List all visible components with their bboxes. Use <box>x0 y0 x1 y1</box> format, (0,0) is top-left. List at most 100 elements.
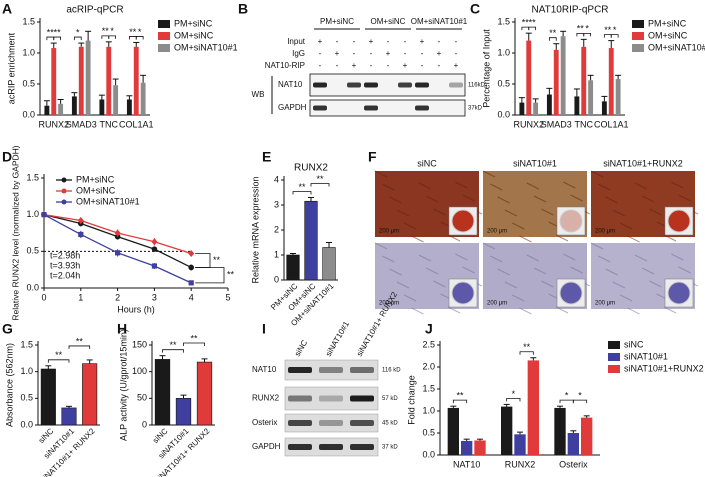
sig-label: ** <box>169 340 177 350</box>
y-tick-label: 0.5 <box>26 246 39 256</box>
x-tick-label: SMAD3 <box>66 119 97 129</box>
texture <box>403 294 417 302</box>
texture <box>511 294 525 302</box>
texture <box>447 234 461 242</box>
blot-frame <box>309 73 466 97</box>
marker-label: 37 kD <box>382 445 398 451</box>
texture <box>563 181 576 189</box>
y-tick-label: 0.5 <box>497 78 510 88</box>
marker-label: 57 kD <box>382 396 398 402</box>
legend-label: OM+siNC <box>76 185 116 195</box>
well <box>559 209 583 233</box>
band <box>415 105 429 111</box>
blot-frame <box>284 386 379 411</box>
sign: - <box>319 61 322 70</box>
panel-letter: J <box>425 321 433 337</box>
scale-label: 200 μm <box>595 229 615 235</box>
texture <box>619 222 633 230</box>
point <box>151 246 158 252</box>
x-tick-label: RUNX2 <box>505 459 536 469</box>
band <box>288 367 312 373</box>
texture <box>396 209 410 217</box>
bar <box>40 368 56 426</box>
sig-bracket <box>583 32 592 37</box>
bar <box>615 79 621 115</box>
point <box>188 280 194 286</box>
x-tick-label: 5 <box>225 292 230 302</box>
sig-bracket <box>46 36 55 41</box>
sig-bracket <box>195 267 225 284</box>
y-tick-label: 1.5 <box>22 16 35 26</box>
texture <box>533 195 547 203</box>
texture <box>396 281 410 289</box>
texture <box>462 266 475 274</box>
bar <box>533 102 539 115</box>
texture <box>570 194 583 202</box>
sig-label: ** <box>298 182 306 192</box>
sig-bracket <box>183 342 205 346</box>
y-tick-label: 1 <box>274 249 279 259</box>
y-tick-label: 150 <box>132 339 147 349</box>
sign: - <box>319 49 322 58</box>
x-tick-label: NAT10 <box>453 459 480 469</box>
sig-label: ** <box>577 24 585 34</box>
texture <box>590 242 604 250</box>
chart-title: acRIP-qPCR <box>66 5 123 16</box>
legend-label: PM+siNC <box>76 174 115 184</box>
texture <box>462 194 475 202</box>
legend-swatch <box>632 20 644 28</box>
texture <box>641 267 655 275</box>
bar <box>78 46 84 115</box>
sig-label: * <box>613 25 617 35</box>
sign: + <box>318 37 323 46</box>
sig-label: ** <box>604 25 612 35</box>
texture <box>389 196 402 204</box>
point <box>114 229 121 237</box>
row-label: NAT10-RIP <box>265 61 305 70</box>
bar <box>527 360 539 455</box>
sig-bracket <box>506 398 521 402</box>
x-tick-label: RUNX2 <box>513 119 544 129</box>
y-tick-label: 1.5 <box>20 339 33 349</box>
point <box>188 250 195 258</box>
x-tick-label: SMAD3 <box>541 119 572 129</box>
sig-label: ** <box>522 18 530 28</box>
band <box>313 105 327 111</box>
well <box>667 281 691 305</box>
row-label: IgG <box>292 49 305 58</box>
texture <box>519 235 532 243</box>
y-tick-label: 0.0 <box>422 449 435 459</box>
texture <box>526 254 540 262</box>
texture <box>634 254 648 262</box>
y-axis-label: ALP activity (U/gprot/15min) <box>118 329 128 441</box>
sign: + <box>403 61 408 70</box>
texture <box>663 306 677 314</box>
texture <box>482 242 496 250</box>
legend-label: OM+siNC <box>174 30 214 40</box>
y-tick-label: 1.0 <box>26 209 39 219</box>
annotation: t=2.98h <box>50 250 80 260</box>
sign: - <box>370 61 373 70</box>
scale-label: 200 μm <box>487 229 507 235</box>
texture <box>605 196 618 204</box>
well <box>559 281 583 305</box>
point <box>188 264 194 271</box>
x-tick-label: RUNX2 <box>38 119 69 129</box>
bar <box>175 398 192 426</box>
sign: + <box>352 61 357 70</box>
texture <box>555 306 569 314</box>
texture <box>663 234 677 242</box>
bar <box>58 103 64 115</box>
well <box>667 209 691 233</box>
panel-letter: C <box>470 1 480 17</box>
texture <box>382 183 395 191</box>
bar <box>133 46 139 115</box>
group-label: siNAT10#1+RUNX2 <box>603 158 683 168</box>
band-label: GAPDH <box>278 103 307 112</box>
group-label: PM+siNC <box>320 17 354 26</box>
legend-swatch <box>632 44 644 52</box>
legend-swatch <box>608 353 620 361</box>
bar <box>61 407 77 426</box>
group-label: siNAT10#1 <box>513 158 557 168</box>
marker-label: 116 kD <box>382 368 401 374</box>
